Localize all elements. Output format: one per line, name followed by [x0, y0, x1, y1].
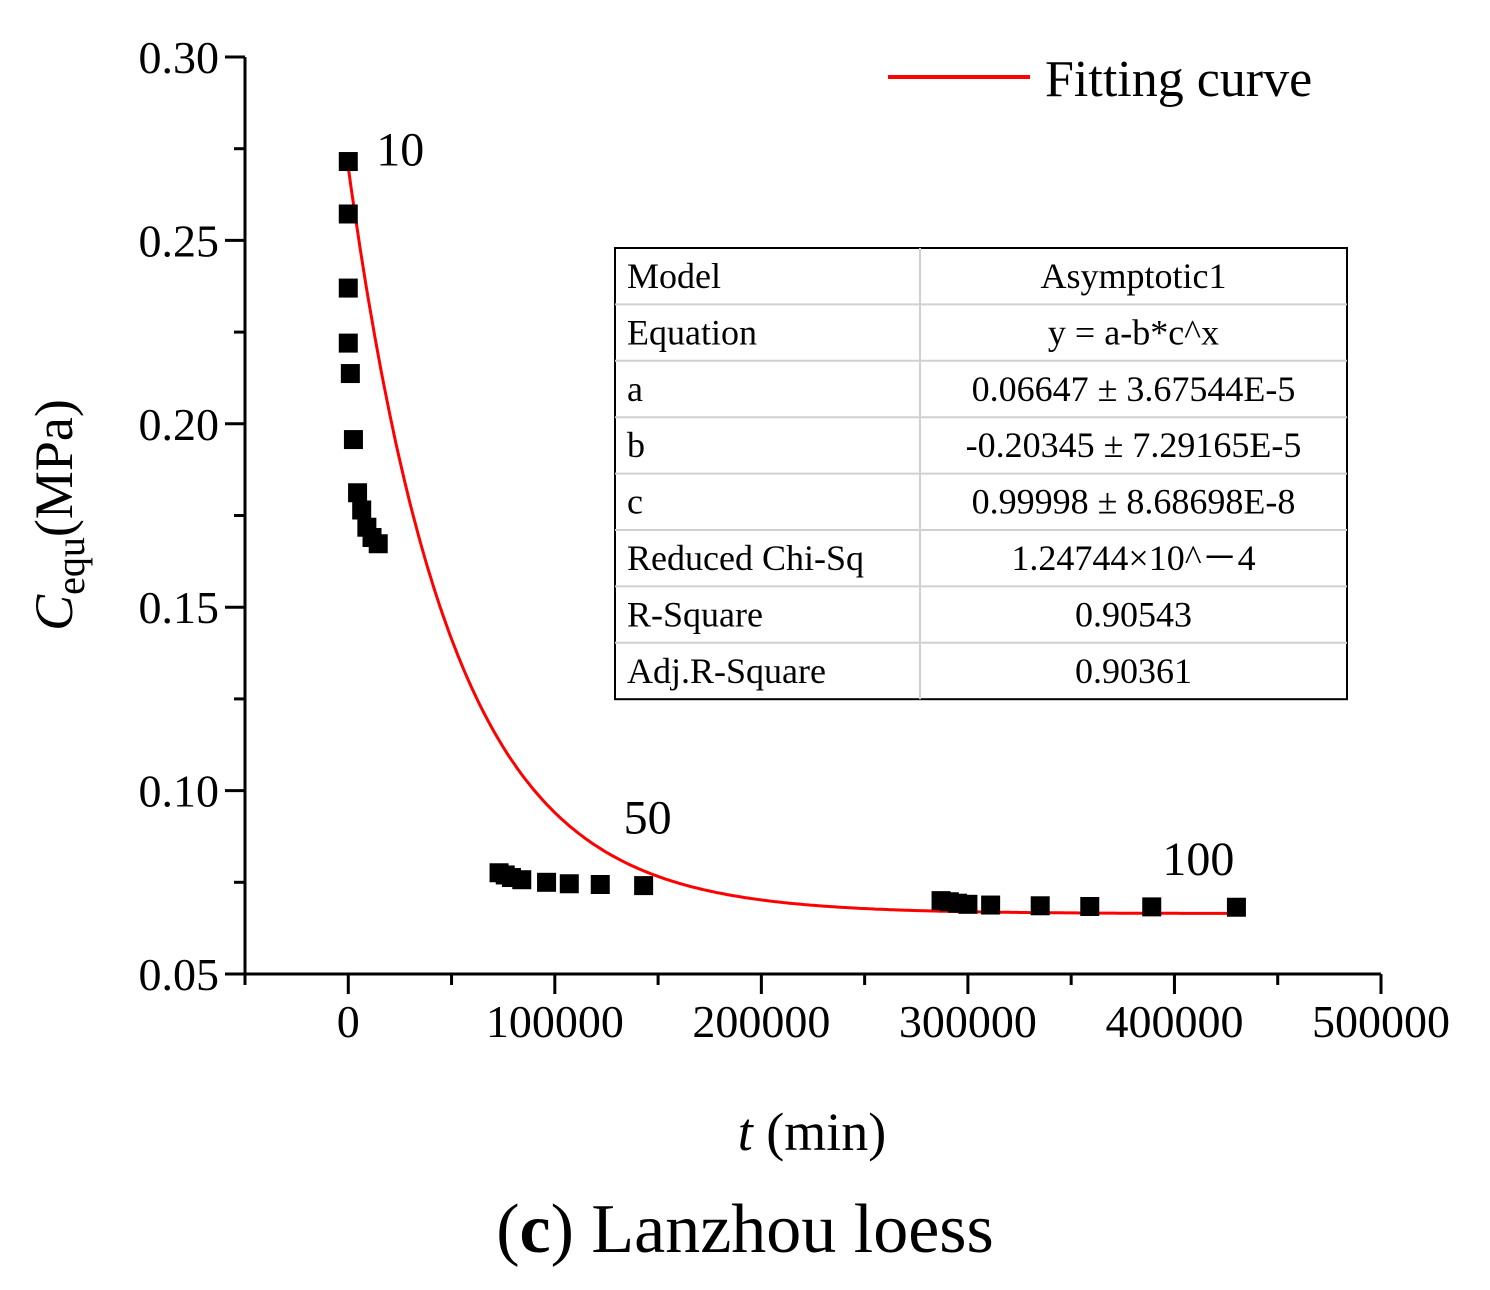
caption-letter: c — [519, 1191, 551, 1268]
table-cell-value: 0.99998 ± 8.68698E-8 — [972, 482, 1296, 522]
table-cell-value: Asymptotic1 — [1041, 256, 1227, 296]
data-point — [338, 204, 358, 224]
data-point — [338, 333, 358, 353]
data-point — [537, 872, 557, 892]
table-cell-value: 0.90361 — [1075, 651, 1192, 691]
x-tick-label: 0 — [337, 996, 360, 1047]
table-cell-label: Reduced Chi-Sq — [627, 538, 864, 578]
x-axis-title: t (min) — [738, 1102, 887, 1162]
y-tick-label: 0.30 — [139, 32, 220, 83]
x-tick-label: 200000 — [692, 996, 830, 1047]
y-axis-title-main: C — [24, 594, 84, 631]
table-cell-label: Adj.R-Square — [627, 651, 826, 691]
table-cell-value: 0.06647 ± 3.67544E-5 — [972, 369, 1296, 409]
figure-caption: (c) Lanzhou loess — [496, 1191, 994, 1268]
data-point — [1030, 896, 1050, 916]
data-point — [368, 534, 388, 554]
y-axis-title: Cequ(MPa) — [24, 399, 93, 631]
data-point — [1142, 897, 1162, 917]
x-axis-title-var: t — [738, 1102, 755, 1162]
table-cell-label: Model — [627, 256, 721, 296]
y-tick-label: 0.05 — [139, 949, 220, 1000]
caption-text: Lanzhou loess — [591, 1191, 994, 1268]
data-point — [590, 875, 610, 895]
point-annotation: 10 — [376, 124, 424, 177]
y-tick-label: 0.25 — [139, 215, 220, 266]
data-point — [981, 895, 1001, 915]
table-cell-label: c — [627, 482, 643, 522]
table-cell-value: -0.20345 ± 7.29165E-5 — [966, 425, 1302, 465]
table-cell-value: 1.24744×10^－4 — [1011, 538, 1255, 578]
data-point — [348, 483, 368, 503]
data-point — [1080, 897, 1100, 917]
x-axis-title-unit: (min) — [753, 1102, 886, 1162]
points-layer — [338, 152, 1246, 917]
y-tick-label: 0.15 — [139, 582, 220, 633]
table-cell-value: 0.90543 — [1075, 594, 1192, 634]
point-annotation: 50 — [624, 792, 672, 845]
ticks: 0.05 0.10 0.15 0.20 0.25 0.30 0 100000 200000 300… — [139, 32, 1451, 1047]
data-point — [352, 500, 372, 520]
data-point — [958, 894, 978, 914]
table-cell-label: a — [627, 369, 643, 409]
y-axis-title-unit: (MPa) — [24, 399, 84, 537]
y-axis-title-sub: equ — [48, 537, 93, 595]
x-tick-label: 500000 — [1312, 996, 1450, 1047]
x-tick-label: 400000 — [1105, 996, 1243, 1047]
point-annotation: 100 — [1162, 833, 1234, 886]
data-point — [340, 364, 360, 384]
x-tick-label: 100000 — [486, 996, 624, 1047]
data-point — [559, 874, 579, 894]
data-point — [634, 876, 654, 896]
legend-label-fitting-curve: Fitting curve — [1045, 51, 1312, 108]
legend: Fitting curve — [888, 51, 1312, 108]
table-cell-value: y = a-b*c^x — [1048, 312, 1219, 352]
fit-parameters-table: Model Asymptotic1 Equation y = a-b*c^x a 0.06… — [614, 247, 1348, 701]
x-tick-label: 300000 — [899, 996, 1037, 1047]
data-point — [338, 278, 358, 298]
table-cell-label: b — [627, 425, 645, 465]
data-point — [338, 152, 358, 172]
y-tick-label: 0.10 — [139, 766, 220, 817]
annotations-layer: 10 50 100 — [376, 124, 1234, 887]
data-point — [512, 870, 532, 890]
table-cell-label: R-Square — [627, 594, 763, 634]
chart: 0.05 0.10 0.15 0.20 0.25 0.30 0 100000 200000 300… — [24, 32, 1451, 1162]
data-point — [1226, 897, 1246, 917]
y-tick-label: 0.20 — [139, 399, 220, 450]
table-cell-label: Equation — [627, 312, 757, 352]
data-point — [343, 430, 363, 450]
